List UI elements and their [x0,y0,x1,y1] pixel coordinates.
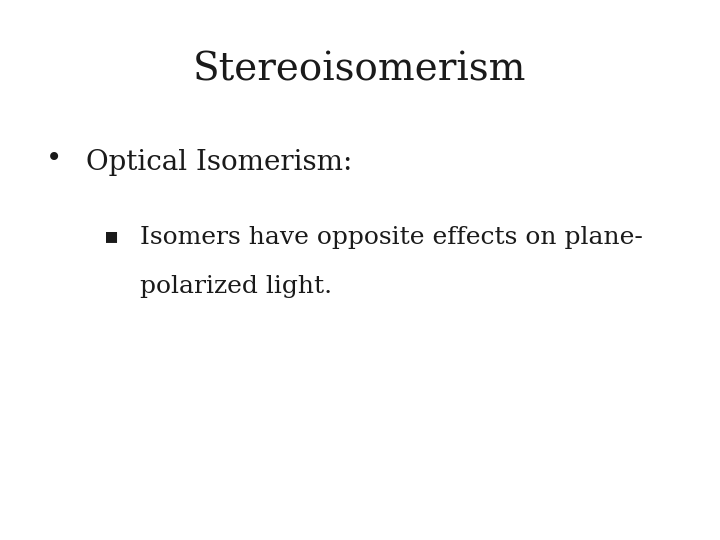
Text: Isomers have opposite effects on plane-: Isomers have opposite effects on plane- [140,226,643,249]
Text: Optical Isomerism:: Optical Isomerism: [86,148,353,176]
Text: ▪: ▪ [104,225,120,247]
Text: polarized light.: polarized light. [140,275,333,298]
Text: •: • [46,146,62,173]
Text: Stereoisomerism: Stereoisomerism [193,52,527,89]
